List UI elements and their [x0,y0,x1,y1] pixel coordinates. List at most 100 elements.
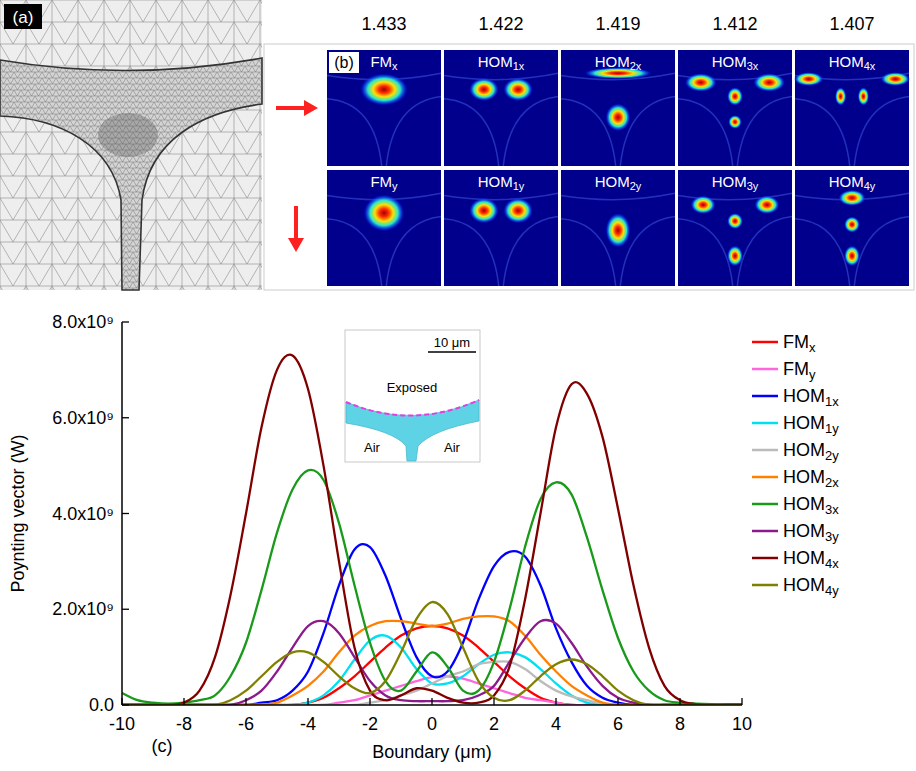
mode-subscript: 1y [513,180,525,192]
mode-main: HOM [712,53,747,70]
mode-tile: FMy [327,170,441,286]
fiber-outline [327,73,441,166]
inset-label: Air [364,440,381,455]
mode-tile: HOM1y [444,170,558,286]
y-axis-title: Poynting vector (W) [8,434,28,592]
mode-main: HOM [783,386,825,406]
series-line [122,602,742,705]
mode-tile: HOM3y [678,170,792,286]
mode-main: HOM [783,521,825,541]
y-tick [122,321,129,322]
mode-main: HOM [829,173,864,190]
mode-subscript: 4x [864,60,876,72]
x-tick [679,698,680,705]
mode-name: HOM1x [478,53,525,72]
x-tick-label: 4 [551,714,561,734]
legend-label: HOM1y [783,413,839,436]
legend-swatch [752,368,778,371]
x-tick-label: 8 [675,714,685,734]
x-tick-label: -6 [238,714,254,734]
polarization-arrow [276,106,306,110]
tile-background [678,50,792,166]
y-tick-label: 0.0 [89,695,114,715]
effective-index: 1.419 [595,14,640,34]
legend-swatch [752,503,778,506]
legend-swatch [752,395,778,398]
legend-swatch [752,476,778,479]
mode-name: HOM2x [595,53,642,72]
fiber-structure-mesh [0,58,262,290]
x-axis-title: Boundary (μm) [372,742,491,762]
x-tick-label: -2 [362,714,378,734]
mode-main: HOM [783,494,825,514]
legend-label: FMy [783,359,816,382]
mode-tile: HOM2y [561,170,675,286]
scale-bar-label: 10 μm [434,335,470,350]
mode-name: HOM3x [712,53,759,72]
field-intensity [605,213,630,248]
x-tick-label: 10 [732,714,752,734]
field-intensity [753,73,785,92]
tile-background [444,170,558,286]
field-intensity [691,196,716,215]
mode-name: FMx [370,53,398,72]
y-tick [122,513,129,514]
y-tick-label: 2.0x10⁹ [52,599,114,619]
mode-tile: HOM4x [794,50,910,166]
fiber-outline [678,73,792,166]
mode-subscript: x [809,340,816,355]
mode-subscript: x [392,60,398,72]
field-intensity [844,245,860,266]
series-line [122,470,742,704]
tile-background [678,170,792,286]
inset: 10 μmExposedAirAir [345,330,480,462]
mode-subscript: 1y [825,421,839,436]
field-intensity [605,103,630,131]
x-tick-label: 0 [427,714,437,734]
mode-main: FM [370,53,392,70]
mode-subscript: 4x [825,556,839,571]
legend-label: HOM3y [783,521,839,544]
x-tick [493,698,494,705]
effective-index: 1.433 [361,14,406,34]
field-intensity [727,87,743,106]
legend-label: HOM2y [783,440,839,463]
legend-label: FMx [783,332,816,355]
mode-tile: HOM2x [561,50,675,166]
fiber-cross-section [346,400,479,461]
field-intensity [838,190,865,206]
mode-name: HOM1y [478,173,525,192]
mode-tile: HOM1x [444,50,558,166]
panel-label: (a) [13,8,34,27]
legend-label: HOM4x [783,548,839,571]
y-tick [122,609,129,610]
y-tick-label: 8.0x10⁹ [52,312,114,332]
mode-tile: HOM3x [678,50,792,166]
mode-subscript: 3y [747,180,759,192]
legend-label: HOM1x [783,386,839,409]
mode-name: HOM4x [829,53,876,72]
legend-label: HOM3x [783,494,839,517]
x-tick-label: -10 [109,714,135,734]
panel-label: (c) [152,736,173,756]
fiber-outline [795,193,909,286]
mode-subscript: 4y [864,180,876,192]
panel-b: 1.433FMxFMy1.422HOM1xHOM1y1.419HOM2xHOM2… [264,14,914,290]
legend-swatch [752,341,778,344]
mode-main: HOM [783,467,825,487]
tile-background [795,170,909,286]
mesh-background [0,0,262,290]
scale-bar [428,351,476,353]
panel-label-box [329,52,359,73]
fiber-outline [327,193,441,286]
y-tick-label: 4.0x10⁹ [52,504,114,524]
mode-subscript: 2x [825,475,839,490]
fiber-outline [444,73,558,166]
tile-background [327,50,441,166]
tile-background [795,50,909,166]
inset-label: Air [444,440,461,455]
inset-frame [345,330,480,462]
x-tick [741,698,742,705]
mode-subscript: y [392,180,398,192]
mode-main: HOM [595,173,630,190]
